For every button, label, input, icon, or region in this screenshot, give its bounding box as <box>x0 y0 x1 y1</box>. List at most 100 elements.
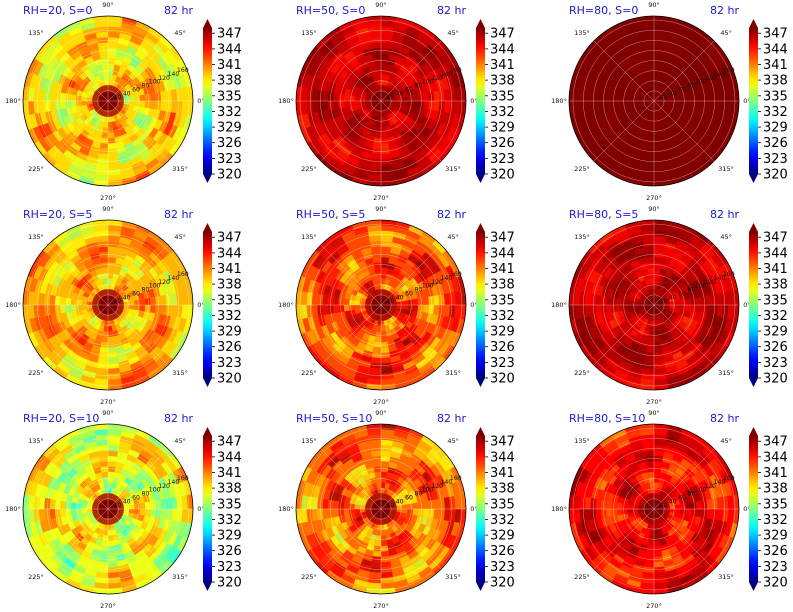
contour-cell <box>75 116 84 125</box>
contour-cell <box>97 450 108 457</box>
contour-cell <box>623 467 633 477</box>
contour-cell <box>163 270 173 284</box>
contour-cell <box>706 257 719 271</box>
radial-tick-label: 60 <box>132 290 140 297</box>
contour-cell <box>330 471 341 483</box>
contour-cell <box>120 291 127 297</box>
radial-tick-label: 140 <box>167 275 179 282</box>
contour-cell <box>657 121 664 128</box>
contour-cell <box>84 272 93 281</box>
contour-cell <box>89 536 98 544</box>
colorbar-tick-label: 338 <box>763 482 788 497</box>
contour-cell <box>108 137 116 144</box>
colorbar-tick-label: 338 <box>763 74 788 89</box>
contour-cell <box>167 520 176 533</box>
spoke-line <box>320 448 382 510</box>
contour-cell <box>375 535 381 541</box>
contour-cell <box>111 86 116 92</box>
contour-cell <box>118 510 124 515</box>
contour-cell <box>349 151 361 161</box>
contour-cell <box>667 310 674 316</box>
colorbar-tick-label: 332 <box>490 513 515 528</box>
contour-cell <box>664 332 673 340</box>
contour-cell <box>648 519 653 525</box>
contour-cell <box>160 509 167 520</box>
contour-cell <box>640 294 646 300</box>
contour-cell <box>73 444 87 454</box>
polar-frame <box>568 15 740 187</box>
contour-cell <box>93 59 102 67</box>
contour-cell <box>669 476 678 485</box>
contour-cell <box>664 66 673 74</box>
contour-cell <box>378 315 381 321</box>
contour-cell <box>675 467 685 477</box>
contour-cell <box>122 56 132 65</box>
contour-cell <box>76 355 88 365</box>
contour-cell <box>627 346 638 355</box>
contour-cell <box>363 486 371 493</box>
contour-cell <box>401 104 408 111</box>
contour-cell <box>670 346 681 355</box>
contour-cell <box>391 446 403 455</box>
contour-cell <box>450 262 461 278</box>
contour-cell <box>73 360 87 370</box>
contour-cell <box>589 257 602 271</box>
contour-cell <box>108 577 121 584</box>
contour-cell <box>643 114 649 121</box>
angle-label: 270° <box>646 398 662 406</box>
contour-cell <box>579 509 586 522</box>
contour-cell <box>98 148 108 155</box>
contour-cell <box>586 77 595 90</box>
panel-time: 82 hr <box>710 4 739 17</box>
contour-cell <box>606 357 620 370</box>
contour-cell <box>420 231 436 244</box>
contour-cell <box>664 506 670 509</box>
angle-label: 90° <box>102 205 114 213</box>
contour-cell <box>118 128 127 136</box>
contour-cell <box>91 548 101 557</box>
contour-cell <box>366 501 372 506</box>
contour-cell <box>622 299 628 305</box>
colorbar-tick-label: 347 <box>763 435 788 450</box>
contour-cell <box>619 286 627 295</box>
contour-cell <box>659 517 665 523</box>
contour-cell <box>393 87 400 93</box>
contour-cell <box>117 93 123 98</box>
contour-cell <box>621 485 630 494</box>
contour-cell <box>391 95 397 100</box>
contour-cell <box>68 317 76 327</box>
contour-cell <box>637 53 647 62</box>
contour-cell <box>94 280 101 287</box>
contour-cell <box>119 568 132 577</box>
contour-cell <box>140 530 150 540</box>
contour-cell <box>361 310 368 316</box>
contour-cell <box>378 111 381 117</box>
contour-cell <box>612 86 620 95</box>
contour-cell <box>654 85 657 91</box>
contour-cell <box>134 509 140 515</box>
contour-cell <box>654 225 668 232</box>
contour-cell <box>662 490 668 497</box>
contour-cell <box>614 573 629 584</box>
contour-cell <box>118 321 126 328</box>
contour-cell <box>436 474 446 488</box>
contour-cell <box>594 477 604 489</box>
contour-cell <box>381 471 388 478</box>
contour-cell <box>654 58 662 65</box>
contour-cell <box>381 257 390 264</box>
contour-cell <box>397 491 404 499</box>
contour-cell <box>370 313 376 319</box>
contour-cell <box>415 357 429 370</box>
contour-cell <box>339 478 349 488</box>
angle-label: 225° <box>301 369 317 377</box>
contour-cell <box>384 290 389 296</box>
contour-cell <box>391 486 399 493</box>
contour-cell <box>374 63 381 70</box>
contour-cell <box>606 296 613 305</box>
angle-label: 315° <box>172 573 188 581</box>
angle-label: 0° <box>743 505 750 513</box>
contour-cell <box>390 308 396 313</box>
contour-cell <box>686 113 694 123</box>
contour-cell <box>635 474 644 482</box>
